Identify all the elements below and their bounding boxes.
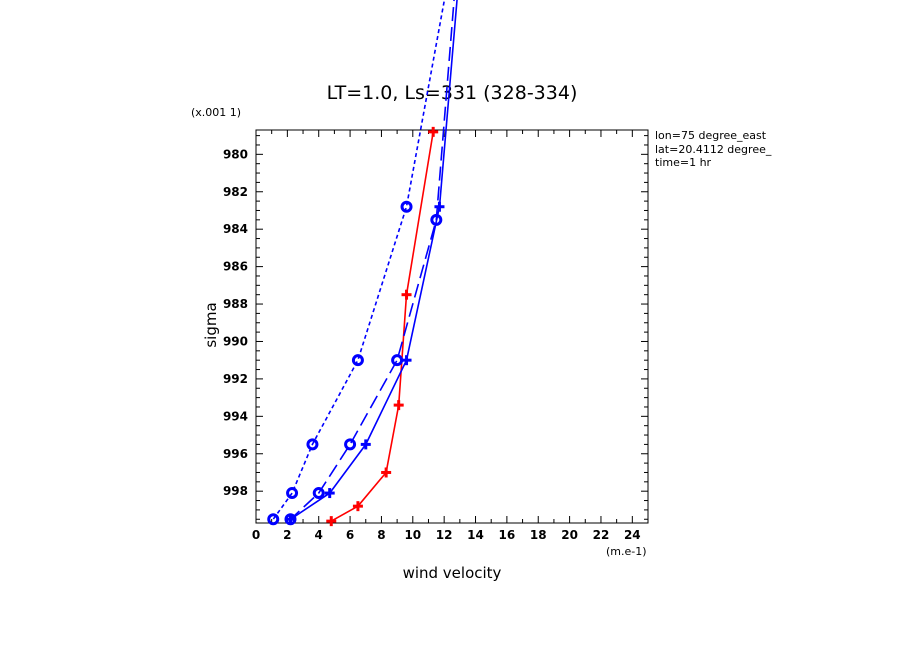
chart-title: LT=1.0, Ls=331 (328-334) (327, 82, 578, 104)
x-tick-label: 8 (377, 528, 385, 542)
annotation-time: time=1 hr (655, 156, 712, 169)
marker-group (267, 126, 445, 527)
plus-marker (401, 289, 412, 300)
plus-marker (434, 201, 445, 212)
plus-marker (428, 126, 439, 137)
x-tick-label: 16 (499, 528, 516, 542)
series-line-0 (330, 131, 434, 522)
annotation-lat: lat=20.4112 degree_ (655, 143, 772, 156)
circle-marker (286, 487, 299, 500)
circle-marker (312, 487, 325, 500)
y-tick-label: 994 (223, 409, 248, 423)
y-tick-label: 988 (223, 297, 248, 311)
y-tick-label: 992 (223, 372, 248, 386)
x-tick-label: 24 (624, 528, 641, 542)
y-tick-label: 980 (223, 147, 248, 161)
circle-marker (306, 438, 319, 451)
y-tick-label: 982 (223, 185, 248, 199)
x-tick-label: 12 (436, 528, 453, 542)
plus-marker (326, 516, 337, 527)
x-tick-label: 6 (346, 528, 354, 542)
circle-marker (400, 200, 413, 213)
x-tick-label: 0 (252, 528, 260, 542)
x-tick-label: 22 (593, 528, 610, 542)
x-tick-label: 18 (530, 528, 547, 542)
series-line-1 (290, 0, 458, 520)
x-axis-label: wind velocity (403, 564, 502, 582)
x-tick-label: 4 (315, 528, 323, 542)
plus-marker (401, 355, 412, 366)
series-line-2 (289, 0, 455, 520)
y-tick-label: 996 (223, 447, 248, 461)
plus-marker (352, 501, 363, 512)
y-tick-label: 998 (223, 484, 248, 498)
circle-marker (430, 213, 443, 226)
y-tick-label: 984 (223, 222, 248, 236)
plus-marker (381, 467, 392, 478)
plus-marker (393, 400, 404, 411)
circle-marker (391, 354, 404, 367)
y-axis-label: sigma (202, 302, 220, 347)
x-unit-label: (m.e-1) (606, 545, 647, 558)
annotation-lon: lon=75 degree_east (655, 129, 767, 142)
y-tick-label: 990 (223, 334, 248, 348)
plus-marker (360, 439, 371, 450)
axis-ticks: 0 2 4 6 8 10 12 14 16 18 20 22 249809829849869889909… (223, 130, 649, 542)
plot-frame (255, 129, 649, 524)
circle-marker (351, 354, 364, 367)
x-tick-label: 20 (561, 528, 578, 542)
x-tick-label: 10 (404, 528, 421, 542)
circle-marker (267, 513, 280, 526)
series-line-3 (272, 0, 446, 520)
plus-marker (324, 488, 335, 499)
circle-marker (284, 513, 297, 526)
series-group (272, 0, 458, 522)
x-tick-label: 2 (283, 528, 291, 542)
circle-marker (344, 438, 357, 451)
y-unit-label: (x.001 1) (191, 106, 241, 119)
x-tick-label: 14 (467, 528, 484, 542)
y-tick-label: 986 (223, 260, 248, 274)
